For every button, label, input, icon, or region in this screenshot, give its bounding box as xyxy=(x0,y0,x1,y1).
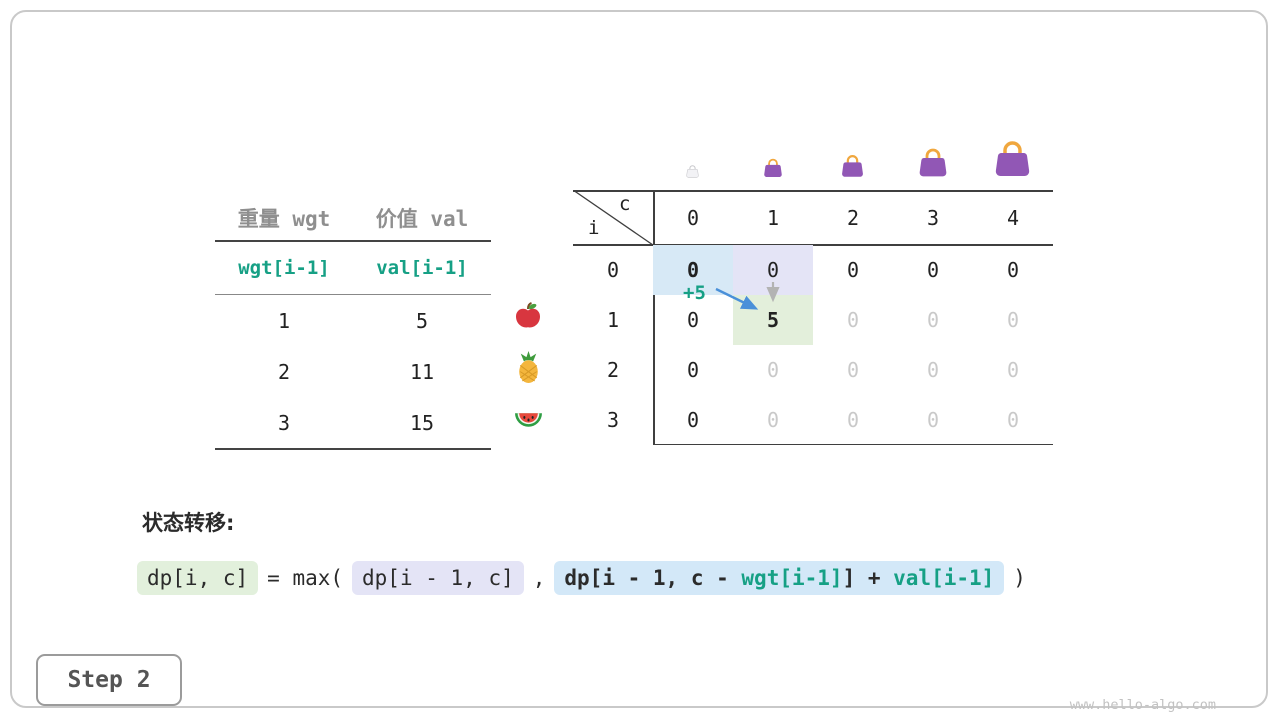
items-formula-val: val[i-1] xyxy=(376,257,468,279)
dp-grid: 0 0 0 0 0 0 5 0 0 0 0 0 0 0 0 0 0 0 0 0 xyxy=(653,245,1053,445)
apple-icon xyxy=(514,301,542,329)
dp-cell-2-1: 0 xyxy=(766,358,780,382)
dp-colhead-1: 1 xyxy=(766,205,780,230)
bag-large-icon xyxy=(916,146,950,178)
dp-cell-0-0: 0 xyxy=(653,245,733,295)
item-2-weight: 2 xyxy=(277,359,291,384)
dp-cell-2-2: 0 xyxy=(846,358,860,382)
items-formula-wgt: wgt[i-1] xyxy=(238,257,330,279)
dp-cell-3-2: 0 xyxy=(846,408,860,432)
dp-bottom-line xyxy=(653,443,1053,445)
formula-keep-chip: dp[i - 1, c] xyxy=(352,561,524,595)
item-3-weight: 3 xyxy=(277,410,291,435)
dp-cell-1-3: 0 xyxy=(926,308,940,332)
bag-xlarge-icon xyxy=(991,138,1034,178)
dp-cell-1-0: 0 xyxy=(686,308,700,332)
item-1-value: 5 xyxy=(415,308,429,333)
item-1-weight: 1 xyxy=(277,308,291,333)
items-table: 重量 wgt 价值 val wgt[i-1] val[i-1] 1 5 2 11… xyxy=(215,195,491,450)
dp-colhead-2: 2 xyxy=(846,205,860,230)
dp-cell-3-4: 0 xyxy=(1006,408,1020,432)
formula-take-chip: dp[i - 1, c - wgt[i-1]] + val[i-1] xyxy=(554,561,1005,595)
dp-rowhead-2: 2 xyxy=(606,358,620,382)
dp-cell-1-2: 0 xyxy=(846,308,860,332)
dp-cell-3-3: 0 xyxy=(926,408,940,432)
dp-cell-3-0: 0 xyxy=(686,408,700,432)
dp-corner-cell: c i xyxy=(573,190,653,245)
items-header-val: 价值 val xyxy=(375,206,469,231)
formula-take-val: val[i-1] xyxy=(893,566,995,590)
bag-small-icon xyxy=(762,157,784,178)
item-3-value: 15 xyxy=(409,410,435,435)
take-item-arrow-icon xyxy=(715,287,759,310)
dp-cell-2-0: 0 xyxy=(686,358,700,382)
formula-lhs-chip: dp[i, c] xyxy=(137,561,259,595)
dp-cell-2-3: 0 xyxy=(926,358,940,382)
dp-table: c i 0 1 2 3 4 0 1 2 3 0 0 0 0 0 0 5 0 xyxy=(573,141,1053,445)
transition-formula: dp[i, c] = max( dp[i - 1, c] , dp[i - 1,… xyxy=(137,561,1026,595)
pineapple-icon xyxy=(514,351,543,384)
items-formula-row: wgt[i-1] val[i-1] xyxy=(215,242,491,295)
keep-item-arrow-icon xyxy=(766,282,780,303)
formula-take-mid: ] + xyxy=(842,566,894,590)
bag-medium-icon xyxy=(839,153,866,178)
dp-cell-0-2: 0 xyxy=(846,258,860,282)
bag-ghost-icon xyxy=(685,164,700,178)
transition-add-label: +5 xyxy=(683,282,706,304)
items-row-3: 3 15 xyxy=(215,397,491,450)
dp-rowhead-0: 0 xyxy=(606,258,620,282)
watermelon-icon xyxy=(514,411,543,430)
dp-colhead-0: 0 xyxy=(686,205,700,230)
dp-cell-3-1: 0 xyxy=(766,408,780,432)
formula-eq-max: = max( xyxy=(267,566,344,590)
items-row-1: 1 5 xyxy=(215,295,491,346)
items-header-wgt: 重量 wgt xyxy=(237,206,331,231)
watermark: www.hello-algo.com xyxy=(1069,697,1216,713)
formula-comma: , xyxy=(532,566,546,590)
formula-take-wgt: wgt[i-1] xyxy=(741,566,843,590)
dp-cell-0-3: 0 xyxy=(926,258,940,282)
dp-colhead-3: 3 xyxy=(926,205,940,230)
item-2-value: 11 xyxy=(409,359,435,384)
dp-corner-row-var: i xyxy=(588,217,600,239)
items-table-header: 重量 wgt 价值 val xyxy=(215,195,491,242)
dp-cell-1-4: 0 xyxy=(1006,308,1020,332)
dp-corner-diagonal xyxy=(573,190,653,245)
formula-take-prefix: dp[i - 1, c - xyxy=(564,566,742,590)
dp-rowhead-1: 1 xyxy=(606,308,620,332)
dp-row-headers: 0 1 2 3 xyxy=(573,245,653,445)
dp-column-headers: 0 1 2 3 4 xyxy=(653,190,1053,245)
dp-rowhead-3: 3 xyxy=(606,408,620,432)
dp-top-line xyxy=(573,190,1053,192)
transition-title: 状态转移: xyxy=(142,511,235,535)
dp-colhead-4: 4 xyxy=(1006,205,1020,230)
dp-vertical-line xyxy=(653,190,655,445)
dp-cell-0-4: 0 xyxy=(1006,258,1020,282)
dp-corner-col-var: c xyxy=(619,193,631,215)
step-badge: Step 2 xyxy=(36,654,182,706)
dp-header-line xyxy=(573,244,1053,246)
items-row-2: 2 11 xyxy=(215,346,491,397)
dp-cell-2-4: 0 xyxy=(1006,358,1020,382)
formula-close-paren: ) xyxy=(1013,566,1026,590)
